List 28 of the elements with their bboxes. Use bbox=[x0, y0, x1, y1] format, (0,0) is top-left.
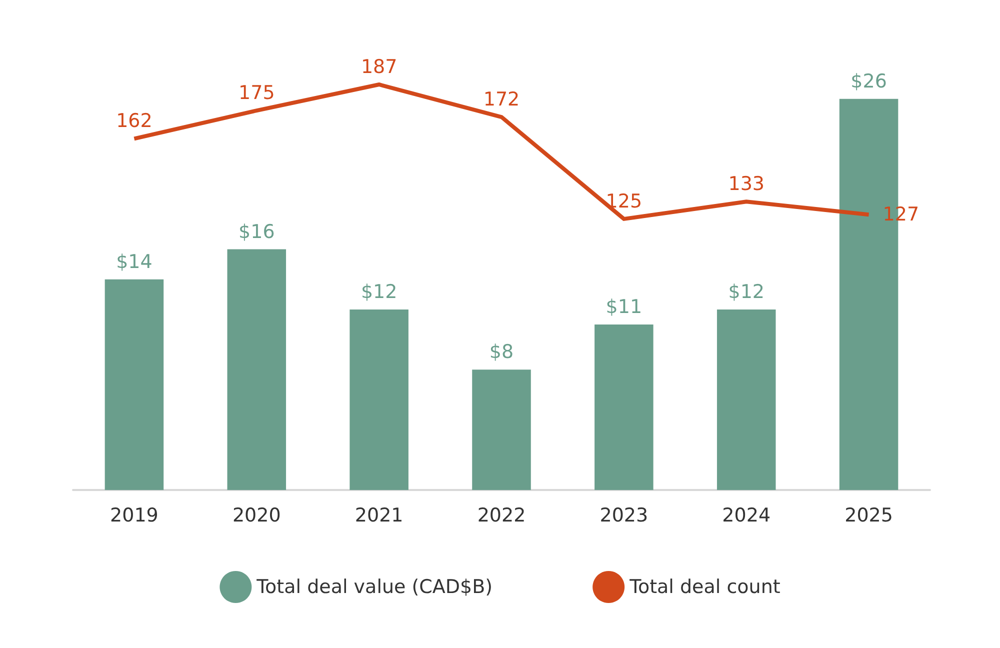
bar bbox=[594, 324, 654, 490]
x-tick-label: 2022 bbox=[477, 504, 526, 526]
data-label: 175 bbox=[238, 82, 275, 104]
data-label: $14 bbox=[116, 250, 152, 273]
data-label: 187 bbox=[360, 56, 398, 78]
data-label: 125 bbox=[606, 190, 642, 212]
data-label: $11 bbox=[606, 296, 642, 318]
data-label: 133 bbox=[728, 173, 764, 196]
x-tick-label: 2023 bbox=[600, 504, 648, 526]
x-tick-label: 2024 bbox=[722, 504, 771, 526]
data-label: $12 bbox=[360, 280, 398, 303]
data-label: $16 bbox=[238, 220, 275, 243]
bar bbox=[227, 249, 286, 490]
bar bbox=[472, 370, 531, 490]
bar bbox=[350, 309, 408, 490]
data-label: $12 bbox=[728, 280, 764, 303]
bar bbox=[104, 279, 164, 490]
data-label: 162 bbox=[116, 110, 152, 132]
data-label: $26 bbox=[850, 70, 887, 92]
x-tick-label: 2020 bbox=[232, 504, 281, 526]
data-label: $8 bbox=[489, 341, 514, 364]
bar bbox=[716, 309, 776, 490]
x-tick-label: 2021 bbox=[354, 504, 404, 526]
x-tick-label: 2019 bbox=[110, 504, 158, 526]
legend-label: Total deal value (CAD$B) bbox=[256, 576, 493, 598]
data-label: 172 bbox=[483, 88, 520, 111]
legend-label: Total deal count bbox=[628, 576, 780, 598]
x-tick-label: 2025 bbox=[844, 504, 893, 526]
